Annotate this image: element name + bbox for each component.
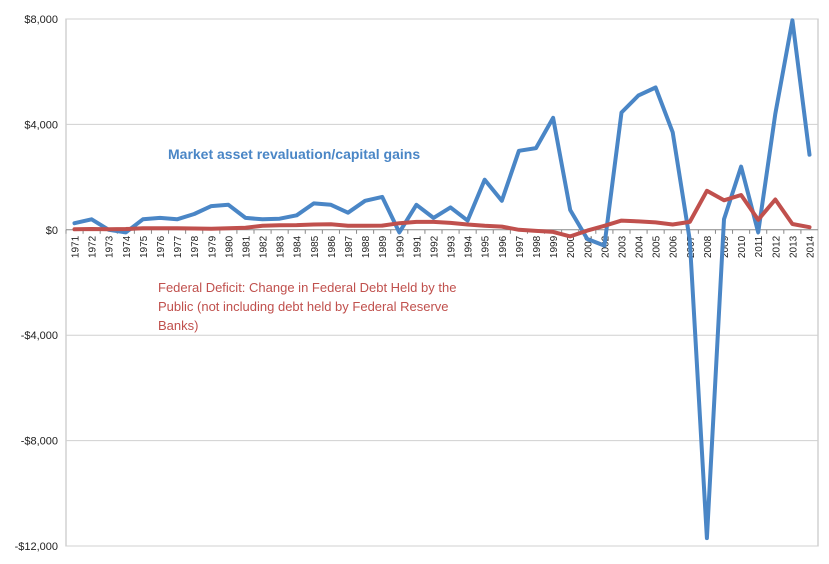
x-tick-label: 2011: [754, 235, 765, 257]
x-tick-label: 2010: [737, 235, 748, 258]
x-tick-label: 1990: [395, 235, 406, 258]
x-tick-label: 1973: [105, 235, 116, 258]
y-tick-label: -$12,000: [15, 541, 58, 553]
x-tick-label: 1977: [173, 235, 184, 258]
x-tick-label: 2013: [788, 235, 799, 258]
x-tick-label: 2003: [617, 235, 628, 258]
x-tick-label: 1998: [532, 235, 543, 258]
x-tick-label: 2006: [669, 235, 680, 258]
x-tick-label: 2009: [720, 235, 731, 258]
x-tick-label: 1979: [207, 235, 218, 258]
x-tick-label: 1988: [361, 235, 372, 258]
x-tick-label: 1993: [447, 235, 458, 258]
x-tick-label: 2005: [652, 235, 663, 258]
y-tick-label: -$4,000: [21, 330, 58, 342]
x-tick-label: 1994: [464, 235, 475, 258]
y-tick-label: $0: [46, 225, 58, 237]
x-tick-label: 1975: [139, 235, 150, 258]
x-tick-label: 1997: [515, 235, 526, 258]
y-tick-label: $8,000: [24, 14, 58, 26]
x-tick-label: 1971: [71, 235, 82, 258]
x-tick-label: 1987: [344, 235, 355, 258]
x-tick-label: 1986: [327, 235, 338, 258]
federal-deficit-series-label: Federal Deficit: Change in Federal Debt …: [158, 280, 457, 333]
x-tick-label: 1983: [276, 235, 287, 258]
x-tick-label: 1976: [156, 235, 167, 258]
y-tick-label: -$8,000: [21, 436, 58, 448]
x-tick-label: 2012: [771, 235, 782, 258]
x-tick-label: 2000: [566, 235, 577, 258]
x-tick-label: 2004: [635, 235, 646, 258]
capital-gains-series-label: Market asset revaluation/capital gains: [168, 146, 421, 162]
x-tick-label: 1985: [310, 235, 321, 258]
x-tick-label: 1991: [412, 235, 423, 258]
x-tick-label: 1974: [122, 235, 133, 258]
x-tick-label: 1989: [378, 235, 389, 258]
federal-deficit-series-line: [72, 188, 812, 239]
x-tick-label: 1984: [293, 235, 304, 258]
x-tick-label: 1992: [429, 235, 440, 258]
x-tick-label: 1980: [224, 235, 235, 258]
x-tick-label: 1982: [259, 235, 270, 258]
x-tick-label: 1981: [241, 235, 252, 258]
x-tick-label: 1972: [88, 235, 99, 258]
x-tick-label: 1995: [481, 235, 492, 258]
y-tick-label: $4,000: [24, 119, 58, 131]
x-tick-label: 2014: [805, 235, 816, 258]
x-tick-label: 1996: [498, 235, 509, 258]
x-tick-label: 1978: [190, 235, 201, 258]
x-tick-label: 1999: [549, 235, 560, 258]
x-tick-label: 2008: [703, 235, 714, 258]
x-tick-label: 2001: [583, 235, 594, 258]
